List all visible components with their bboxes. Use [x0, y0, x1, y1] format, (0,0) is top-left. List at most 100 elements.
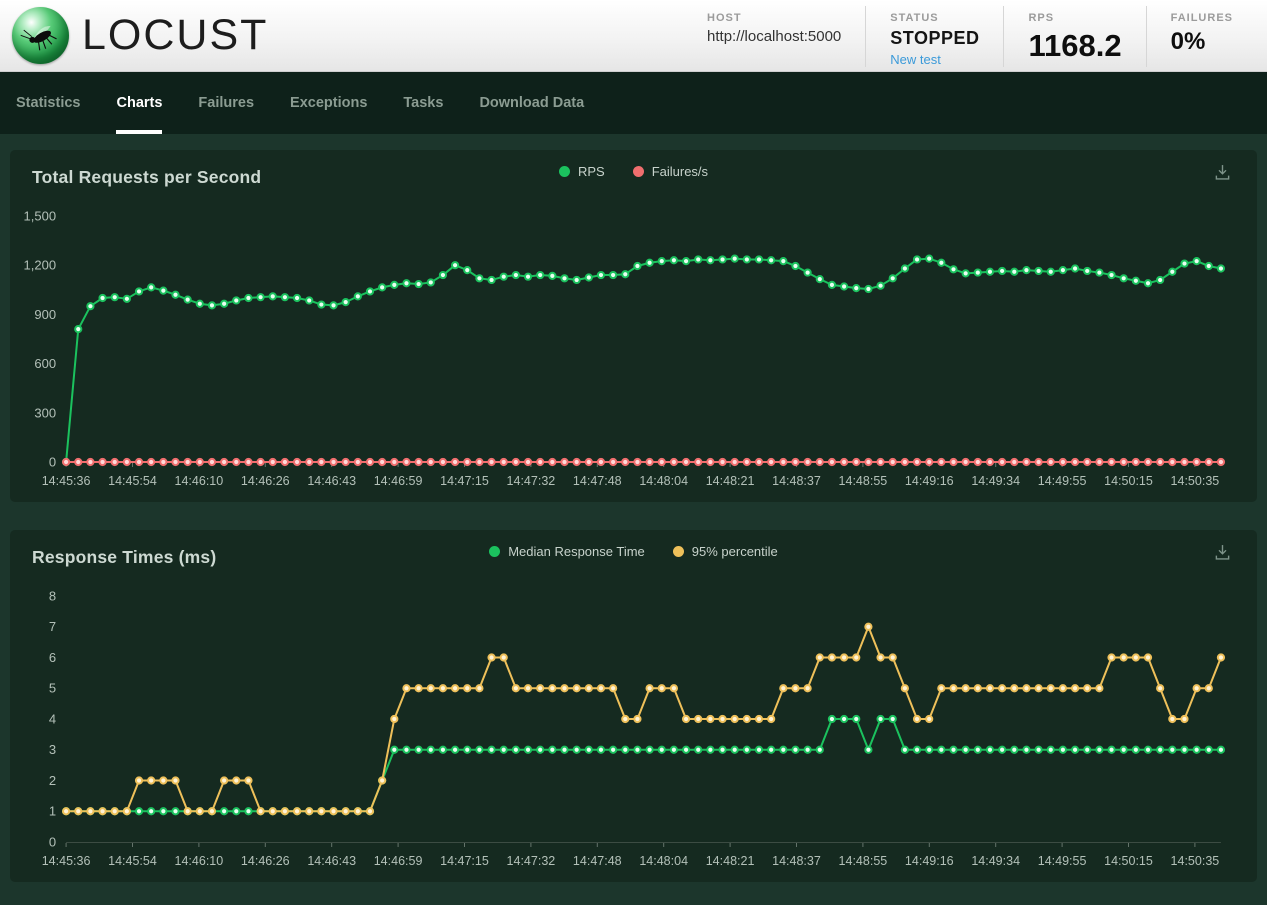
- data-point: [975, 459, 981, 465]
- data-point: [853, 716, 859, 722]
- data-point: [75, 459, 81, 465]
- failures-stat: FAILURES 0%: [1146, 6, 1257, 67]
- legend-item-rps[interactable]: RPS: [559, 164, 605, 179]
- y-tick-label: 4: [49, 712, 56, 727]
- y-tick-label: 0: [49, 835, 56, 850]
- x-tick-label: 14:46:43: [307, 474, 356, 488]
- data-point: [890, 654, 896, 660]
- data-point: [452, 459, 458, 465]
- data-point: [780, 685, 786, 691]
- y-tick-label: 1,200: [24, 258, 57, 273]
- tab-tasks[interactable]: Tasks: [403, 72, 443, 134]
- data-point: [1096, 685, 1102, 691]
- data-point: [1048, 747, 1054, 753]
- download-icon[interactable]: [1212, 542, 1233, 563]
- rps-chart[interactable]: 03006009001,2001,50014:45:3614:45:5414:4…: [10, 196, 1257, 496]
- data-point: [1035, 459, 1041, 465]
- data-point: [707, 257, 713, 263]
- data-point: [1181, 459, 1187, 465]
- data-point: [646, 459, 652, 465]
- x-tick-label: 14:45:54: [108, 474, 157, 488]
- data-point: [683, 258, 689, 264]
- data-point: [646, 747, 652, 753]
- response-times-chart[interactable]: 01234567814:45:3614:45:5414:46:1014:46:2…: [10, 576, 1257, 876]
- data-point: [367, 808, 373, 814]
- data-point: [792, 747, 798, 753]
- data-point: [549, 685, 555, 691]
- data-point: [598, 459, 604, 465]
- data-point: [865, 747, 871, 753]
- data-point: [963, 685, 969, 691]
- tab-statistics[interactable]: Statistics: [16, 72, 80, 134]
- tab-download-data[interactable]: Download Data: [479, 72, 584, 134]
- data-point: [950, 266, 956, 272]
- legend-item-failures-s[interactable]: Failures/s: [633, 164, 708, 179]
- data-point: [1194, 258, 1200, 264]
- data-point: [622, 271, 628, 277]
- data-point: [744, 716, 750, 722]
- data-point: [416, 747, 422, 753]
- data-point: [659, 459, 665, 465]
- new-test-link[interactable]: New test: [890, 52, 979, 67]
- data-point: [987, 685, 993, 691]
- rps-chart-header: Total Requests per Second RPSFailures/s: [10, 150, 1257, 196]
- data-point: [999, 685, 1005, 691]
- data-point: [124, 459, 130, 465]
- tab-failures[interactable]: Failures: [198, 72, 254, 134]
- y-tick-label: 7: [49, 619, 56, 634]
- data-point: [391, 459, 397, 465]
- data-point: [185, 297, 191, 303]
- tab-exceptions[interactable]: Exceptions: [290, 72, 367, 134]
- x-tick-label: 14:48:21: [706, 474, 755, 488]
- y-tick-label: 300: [34, 405, 56, 420]
- data-point: [756, 459, 762, 465]
- data-point: [330, 808, 336, 814]
- data-point: [136, 288, 142, 294]
- data-point: [172, 808, 178, 814]
- data-point: [902, 459, 908, 465]
- data-point: [306, 459, 312, 465]
- data-point: [865, 624, 871, 630]
- data-point: [732, 716, 738, 722]
- data-point: [1121, 747, 1127, 753]
- data-point: [513, 272, 519, 278]
- data-point: [525, 459, 531, 465]
- status-label: STATUS: [890, 12, 979, 24]
- data-point: [999, 747, 1005, 753]
- tab-charts[interactable]: Charts: [116, 72, 162, 134]
- data-point: [926, 459, 932, 465]
- data-point: [525, 274, 531, 280]
- legend-item-median-response-time[interactable]: Median Response Time: [489, 544, 645, 559]
- series-line: [66, 259, 1221, 462]
- chart-legend: RPS Failures/s: [10, 164, 1257, 179]
- chart-legend: Median Response Time 95% percentile: [10, 544, 1257, 559]
- legend-label: 95% percentile: [692, 544, 778, 559]
- data-point: [99, 295, 105, 301]
- x-tick-label: 14:49:55: [1038, 474, 1087, 488]
- data-point: [707, 716, 713, 722]
- data-point: [768, 716, 774, 722]
- data-point: [318, 301, 324, 307]
- data-point: [695, 747, 701, 753]
- data-point: [391, 747, 397, 753]
- data-point: [574, 459, 580, 465]
- data-point: [683, 716, 689, 722]
- data-point: [416, 685, 422, 691]
- data-point: [695, 256, 701, 262]
- data-point: [646, 260, 652, 266]
- data-point: [574, 747, 580, 753]
- data-point: [805, 685, 811, 691]
- data-point: [926, 716, 932, 722]
- data-point: [683, 459, 689, 465]
- series-line: [66, 627, 1221, 812]
- data-point: [938, 459, 944, 465]
- data-point: [148, 284, 154, 290]
- data-point: [1218, 459, 1224, 465]
- download-icon[interactable]: [1212, 162, 1233, 183]
- data-point: [282, 294, 288, 300]
- legend-item-95-percentile[interactable]: 95% percentile: [673, 544, 778, 559]
- data-point: [501, 654, 507, 660]
- data-point: [877, 654, 883, 660]
- data-point: [1048, 269, 1054, 275]
- data-point: [209, 302, 215, 308]
